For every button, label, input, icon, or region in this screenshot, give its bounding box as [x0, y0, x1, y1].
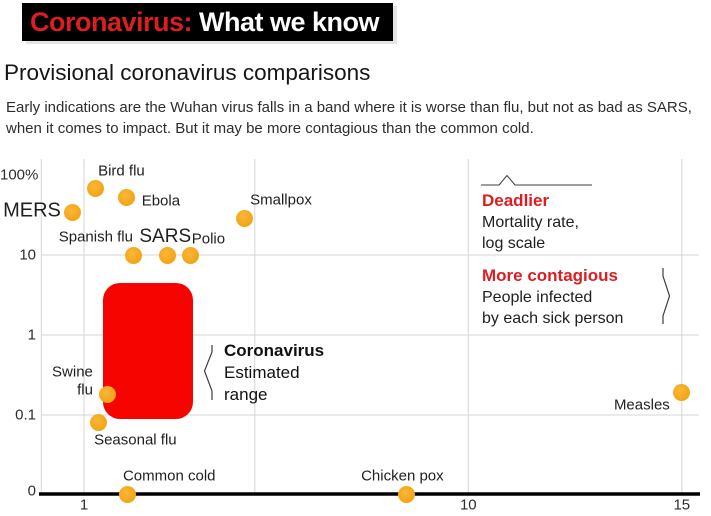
data-point-label: MERS — [3, 200, 61, 223]
y-tick-label: 100% — [0, 166, 39, 184]
data-point-label: Seasonal flu — [94, 431, 177, 449]
coronavirus-brace — [203, 345, 213, 400]
data-point-dot — [125, 246, 143, 264]
data-point-dot — [158, 246, 176, 264]
page-title: Provisional coronavirus comparisons — [4, 60, 371, 85]
data-point-dot — [99, 386, 117, 404]
x-tick-label: 15 — [673, 496, 691, 514]
x-axis-annotation: More contagious People infected by each … — [482, 265, 623, 329]
data-point-dot — [118, 189, 136, 207]
data-point-dot — [64, 203, 82, 221]
coronavirus-estimated-range-box — [103, 282, 194, 420]
coronavirus-range-line1: Estimated — [224, 363, 300, 382]
contagious-line1: People infected — [482, 289, 593, 306]
y-tick-label: 0 — [27, 482, 36, 500]
coronavirus-range-label: Coronavirus Estimated range — [224, 340, 324, 406]
contagious-brace — [662, 268, 671, 324]
header-highlight: Coronavirus: — [30, 6, 193, 37]
header-title: What we know — [192, 6, 380, 37]
data-point-label: Measles — [613, 396, 670, 414]
data-point-dot — [89, 414, 107, 432]
contagious-line2: by each sick person — [482, 310, 624, 327]
data-point-label: Swine flu — [52, 362, 93, 399]
data-point-label: Bird flu — [98, 163, 145, 181]
coronavirus-range-title: Coronavirus — [224, 341, 325, 360]
data-point-label: SARS — [139, 226, 192, 248]
data-point-label: Spanish flu — [58, 228, 133, 246]
data-point-label: Ebola — [141, 192, 181, 210]
page-subtitle: Early indications are the Wuhan virus fa… — [6, 99, 692, 137]
y-tick-label: 10 — [19, 246, 36, 264]
data-point-label: Chicken pox — [361, 467, 444, 485]
data-point-dot — [86, 179, 104, 197]
gridlines — [39, 159, 700, 496]
deadlier-line1: Mortality rate, — [482, 214, 579, 231]
data-point-label: Smallpox — [250, 191, 312, 209]
coronavirus-range-line2: range — [224, 385, 268, 404]
x-tick-label: 1 — [79, 496, 89, 514]
y-tick-label: 0.1 — [15, 406, 36, 424]
data-point-dot — [235, 209, 253, 227]
data-point-dot — [182, 246, 200, 264]
y-tick-label: 1 — [27, 326, 36, 344]
data-point-dot — [119, 485, 137, 503]
data-point-dot — [397, 485, 415, 503]
x-tick-label: 10 — [459, 496, 477, 514]
deadlier-bracket — [481, 174, 592, 186]
data-point-label: Polio — [191, 230, 226, 248]
data-point-label: Common cold — [122, 467, 216, 485]
data-point-dot — [673, 384, 691, 402]
contagious-title: More contagious — [482, 266, 619, 285]
deadlier-title: Deadlier — [482, 191, 550, 210]
header-bar: Coronavirus: What we know — [22, 3, 394, 41]
y-axis-annotation: Deadlier Mortality rate, log scale — [482, 190, 579, 254]
deadlier-line2: log scale — [482, 235, 546, 252]
